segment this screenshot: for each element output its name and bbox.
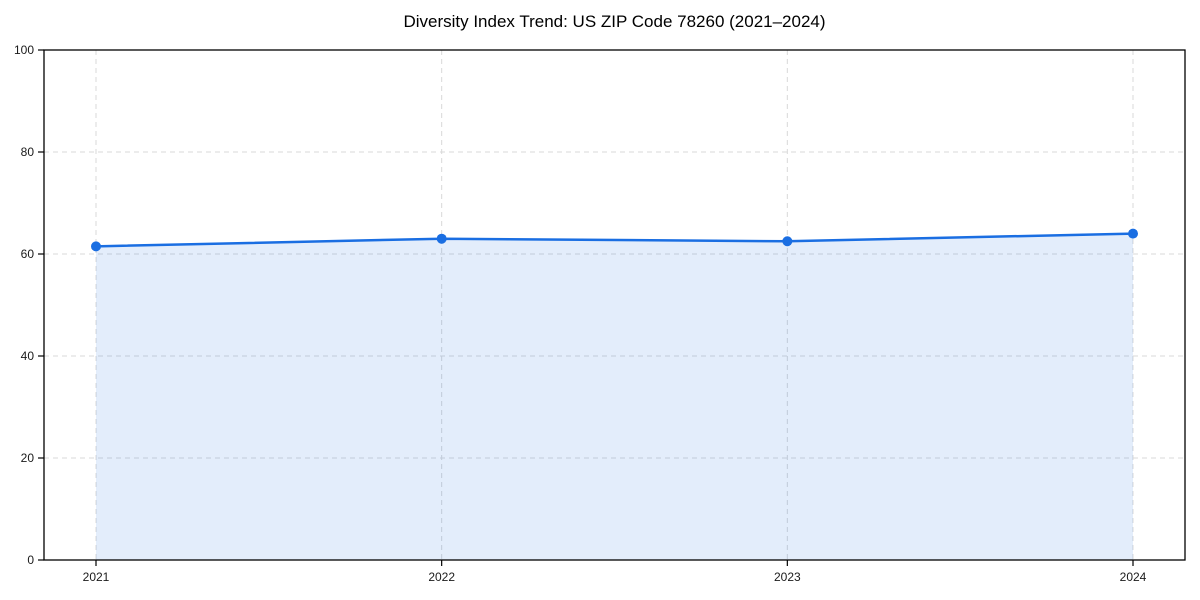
y-axis-tick-label: 80 <box>21 145 35 159</box>
data-point-2024 <box>1128 228 1138 239</box>
trend-line <box>94 232 1135 248</box>
y-axis-tick-label: 40 <box>21 349 35 363</box>
x-axis-tick-label: 2024 <box>1120 570 1147 584</box>
x-axis-tick-label: 2023 <box>774 570 801 584</box>
area-fill <box>96 233 1133 560</box>
data-point-2023 <box>782 236 793 247</box>
data-point-2022 <box>436 233 447 244</box>
data-point-2021 <box>91 241 101 252</box>
chart-title: Diversity Index Trend: US ZIP Code 78260… <box>403 12 826 31</box>
y-axis-tick-label: 60 <box>21 247 35 261</box>
x-axis-tick-label: 2022 <box>428 570 455 584</box>
y-axis-tick-label: 20 <box>21 451 35 465</box>
y-axis-tick-label: 100 <box>14 43 34 57</box>
plot-border <box>43 49 1186 561</box>
x-axis-tick-label: 2021 <box>83 570 110 584</box>
y-axis-tick-label: 0 <box>27 553 34 567</box>
